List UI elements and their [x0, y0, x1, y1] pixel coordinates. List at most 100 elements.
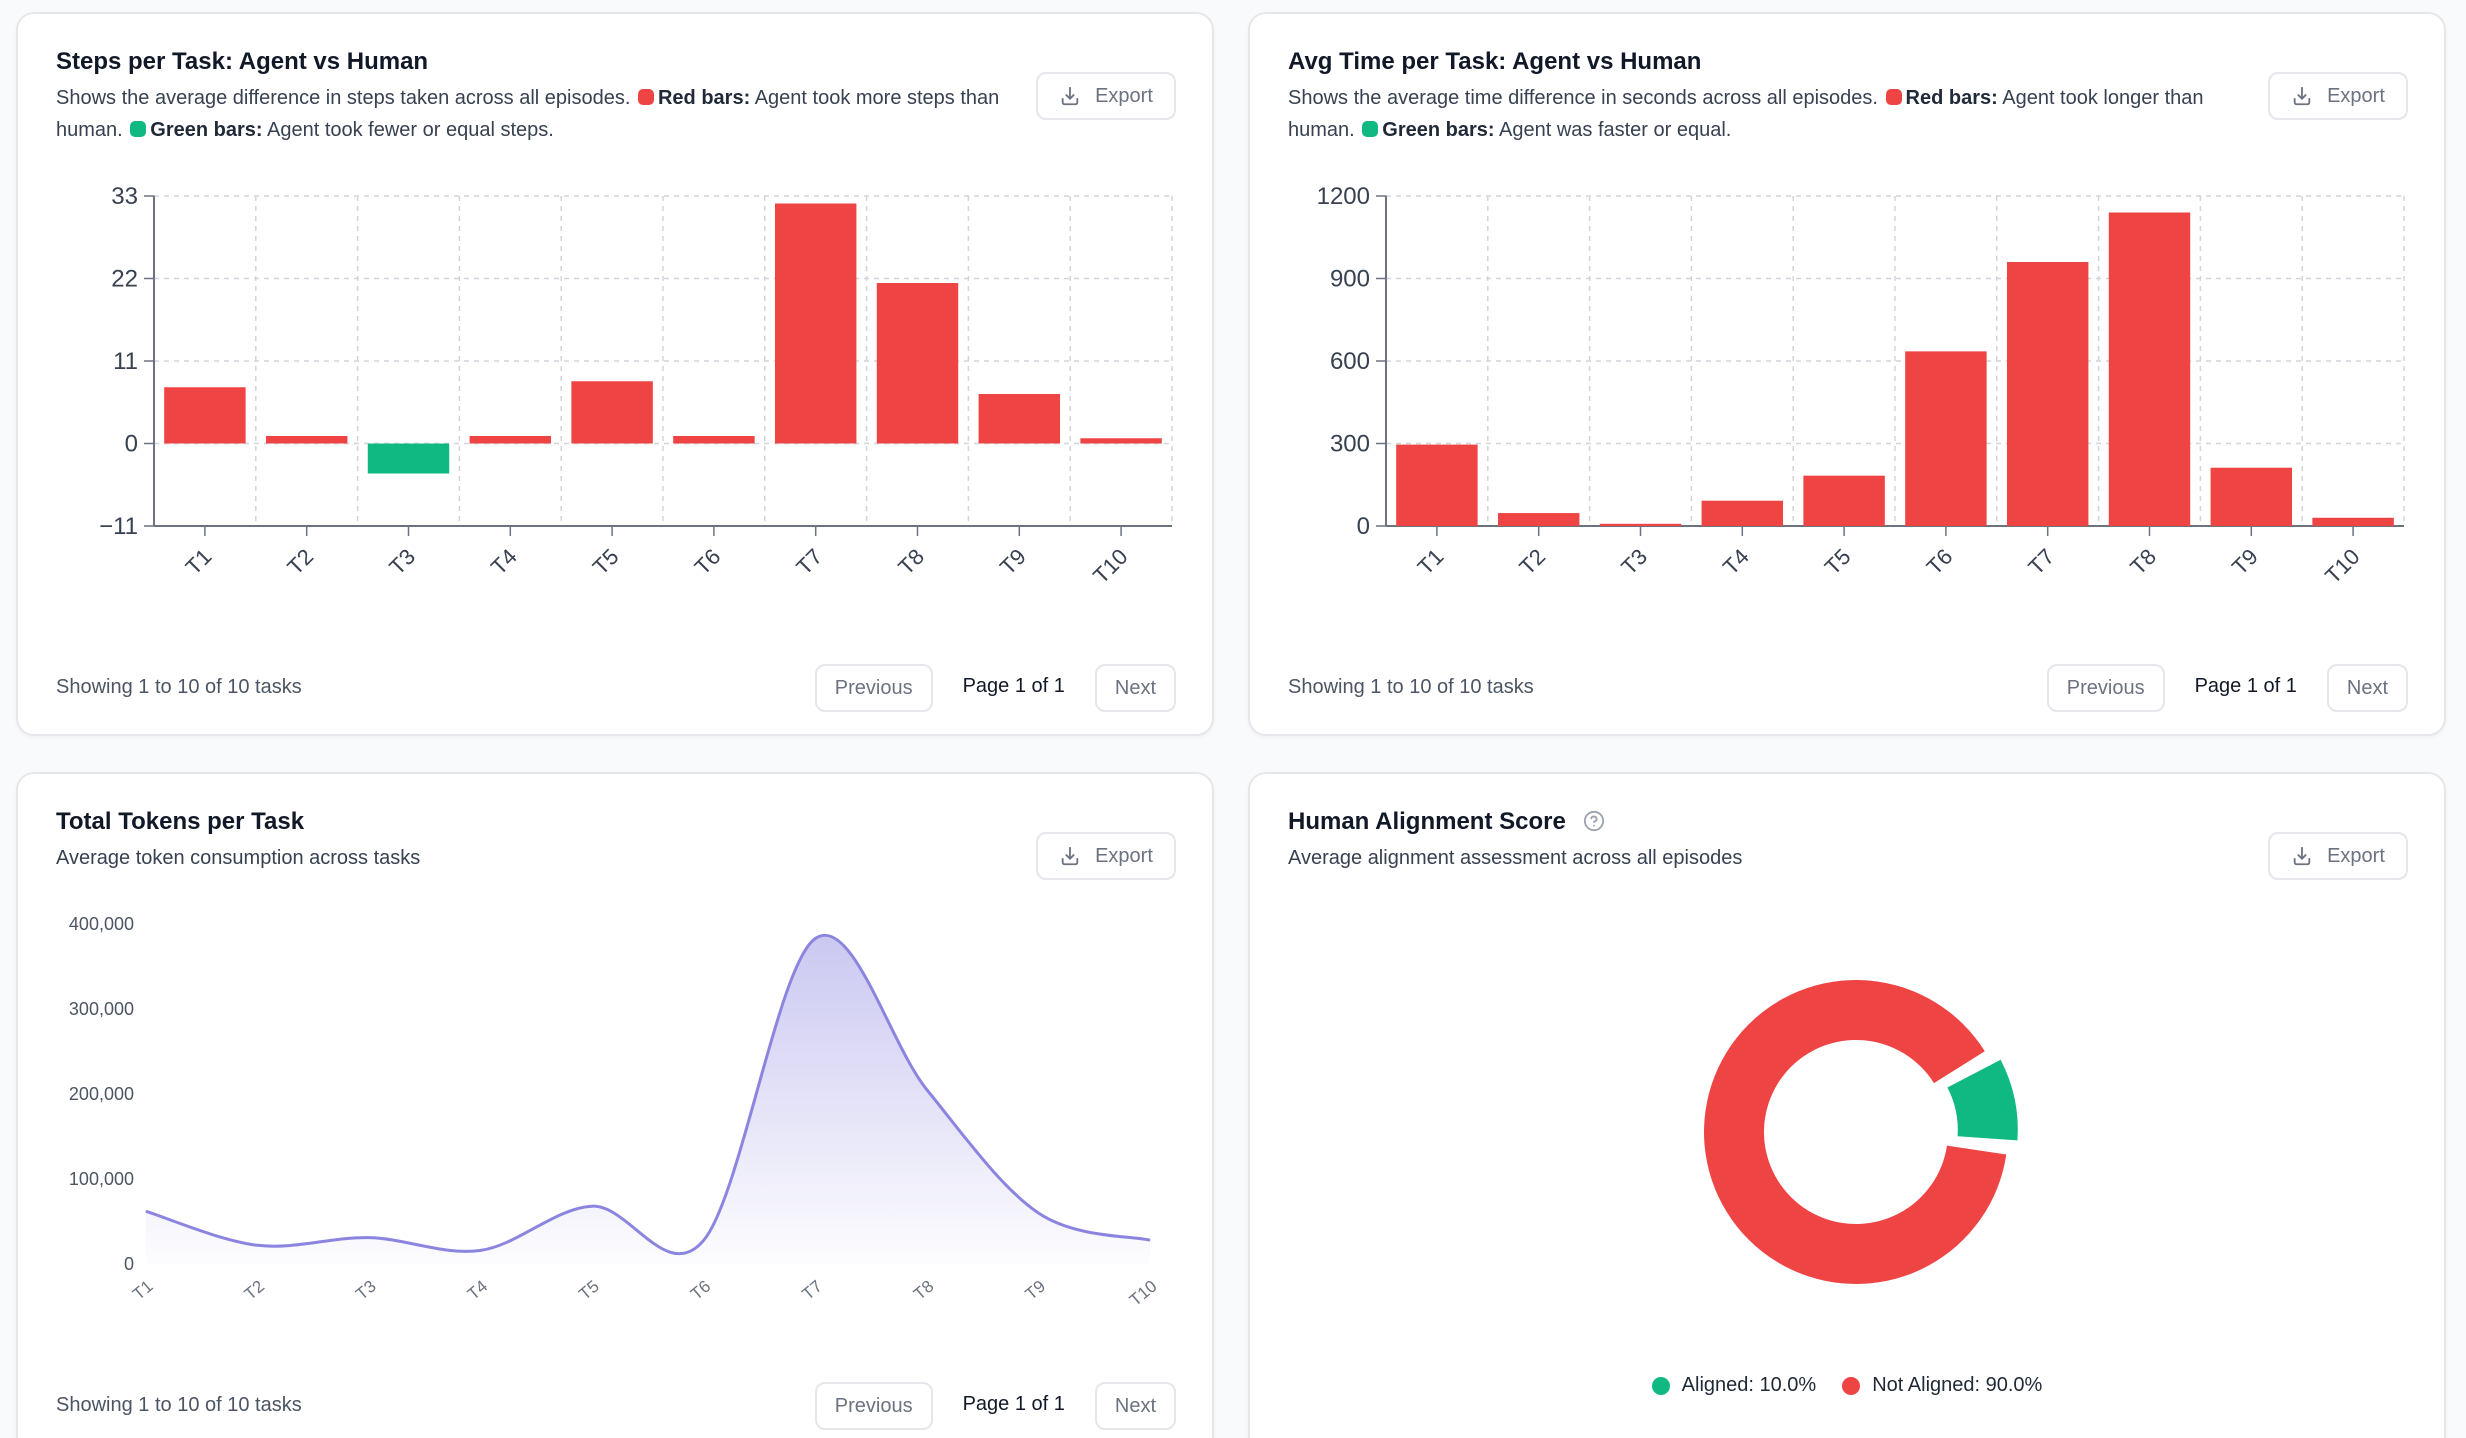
green-dot-icon	[130, 121, 147, 137]
y-tick-label: 400,000	[69, 914, 134, 934]
y-tick-label: 0	[125, 431, 138, 458]
x-tick-label: T4	[464, 1277, 491, 1304]
steps-export-button[interactable]: Export	[1036, 72, 1176, 120]
steps-description: Shows the average difference in steps ta…	[56, 87, 1000, 141]
tokens-next-button[interactable]: Next	[1094, 1382, 1176, 1430]
x-tick-label: T5	[588, 544, 624, 580]
bar-T6	[673, 436, 755, 444]
bar-T10	[1080, 438, 1162, 444]
tokens-point-T2	[257, 1244, 259, 1246]
steps-page-label: Page 1 of 1	[962, 674, 1065, 697]
y-tick-label: 200,000	[69, 1084, 134, 1104]
tokens-point-T6	[703, 1239, 705, 1241]
bar-T8	[2108, 212, 2191, 526]
tokens-page-label: Page 1 of 1	[962, 1392, 1065, 1415]
aligned-dot-icon	[1651, 1376, 1670, 1395]
x-tick-label: T7	[2023, 544, 2059, 580]
steps-pagination: Previous Page 1 of 1 Next	[814, 664, 1176, 712]
x-tick-label: T2	[282, 544, 318, 580]
x-tick-label: T9	[1022, 1277, 1049, 1304]
x-tick-label: T5	[1820, 544, 1856, 580]
time-export-button[interactable]: Export	[2268, 72, 2408, 120]
tokens-point-T1	[145, 1210, 147, 1212]
bar-T4	[469, 436, 552, 444]
x-tick-label: T2	[1514, 544, 1550, 580]
x-tick-label: T3	[384, 544, 420, 580]
x-tick-label: T7	[791, 544, 827, 580]
alignment-title: Human Alignment Score	[1288, 808, 1605, 836]
alignment-description: Average alignment assessment across all …	[1288, 847, 1743, 869]
tokens-export-button[interactable]: Export	[1036, 832, 1176, 880]
x-tick-label: T1	[1413, 544, 1449, 580]
x-tick-label: T1	[181, 544, 217, 580]
tokens-point-T5	[591, 1205, 593, 1207]
x-tick-label: T6	[687, 1277, 714, 1304]
x-tick-label: T10	[1088, 544, 1132, 588]
legend-item-aligned[interactable]: Aligned: 10.0%	[1651, 1374, 1816, 1397]
x-tick-label: T4	[486, 544, 522, 580]
steps-chart: −11 0 11 22 33 T1 T2 T3 T4 T5 T6 T7 T8 T9 T10	[99, 183, 1173, 588]
x-tick-label: T10	[2320, 544, 2364, 588]
tokens-description: Average token consumption across tasks	[56, 847, 421, 869]
x-tick-label: T4	[1718, 544, 1754, 580]
y-tick-label: −11	[99, 513, 138, 540]
alignment-donut-chart	[1704, 979, 2018, 1284]
tokens-pagination: Previous Page 1 of 1 Next	[814, 1382, 1176, 1430]
bar-T4	[1701, 500, 1784, 526]
x-tick-label: T3	[352, 1277, 379, 1304]
slice-aligned	[1947, 1059, 2018, 1141]
x-tick-label: T8	[910, 1277, 937, 1304]
time-page-label: Page 1 of 1	[2194, 674, 2297, 697]
alignment-card: Human Alignment Score Average alignment …	[1248, 772, 2446, 1438]
tokens-showing-text: Showing 1 to 10 of 10 tasks	[56, 1394, 302, 1416]
x-tick-label: T1	[129, 1277, 156, 1304]
bar-T10	[2312, 517, 2394, 526]
bar-T3	[367, 443, 450, 474]
tokens-area-fill	[146, 935, 1150, 1264]
time-pagination: Previous Page 1 of 1 Next	[2046, 664, 2408, 712]
time-title: Avg Time per Task: Agent vs Human	[1288, 48, 1702, 75]
bar-T5	[571, 381, 653, 444]
tokens-previous-button[interactable]: Previous	[814, 1382, 933, 1430]
x-tick-label: T8	[893, 544, 929, 580]
time-showing-text: Showing 1 to 10 of 10 tasks	[1288, 676, 1534, 698]
steps-next-button[interactable]: Next	[1094, 664, 1176, 712]
x-tick-label: T5	[575, 1277, 602, 1304]
bar-T2	[265, 436, 348, 444]
time-previous-button[interactable]: Previous	[2046, 664, 2165, 712]
y-tick-label: 300,000	[69, 999, 134, 1019]
y-tick-label: 100,000	[69, 1169, 134, 1189]
time-card: Avg Time per Task: Agent vs Human Shows …	[1248, 12, 2446, 736]
y-tick-label: 600	[1330, 348, 1370, 375]
steps-showing-text: Showing 1 to 10 of 10 tasks	[56, 676, 302, 698]
steps-title: Steps per Task: Agent vs Human	[56, 48, 429, 75]
steps-card: Steps per Task: Agent vs Human Shows the…	[16, 12, 1214, 736]
alignment-export-button[interactable]: Export	[2268, 832, 2408, 880]
time-next-button[interactable]: Next	[2326, 664, 2408, 712]
y-tick-label: 33	[111, 183, 138, 210]
x-tick-label: T6	[1922, 544, 1958, 580]
time-description: Shows the average time difference in sec…	[1288, 87, 2204, 141]
steps-previous-button[interactable]: Previous	[814, 664, 933, 712]
bar-T1	[1396, 444, 1478, 526]
tokens-point-T10	[1149, 1239, 1151, 1241]
y-tick-label: 11	[113, 348, 138, 375]
bar-T7	[2006, 262, 2089, 526]
red-dot-icon	[637, 89, 654, 105]
red-dot-icon	[1885, 89, 1902, 105]
bar-T6	[1905, 351, 1987, 526]
tokens-point-T8	[926, 1089, 928, 1091]
question-circle-icon[interactable]	[1583, 810, 1605, 832]
legend-item-not-aligned[interactable]: Not Aligned: 90.0%	[1842, 1374, 2042, 1397]
not-aligned-dot-icon	[1842, 1376, 1861, 1395]
tokens-point-T7	[814, 937, 816, 939]
tokens-point-T9	[1037, 1212, 1039, 1214]
bar-T3	[1599, 523, 1682, 526]
bar-T1	[164, 387, 246, 444]
time-chart: 0 300 600 900 1200 T1 T2 T3 T4 T5 T6 T7 T8 T9 T10	[1317, 183, 2405, 588]
x-tick-label: T6	[690, 544, 726, 580]
x-tick-label: T3	[1616, 544, 1652, 580]
tokens-title: Total Tokens per Task	[56, 808, 305, 835]
bar-T2	[1497, 513, 1580, 526]
y-tick-label: 1200	[1317, 183, 1370, 210]
